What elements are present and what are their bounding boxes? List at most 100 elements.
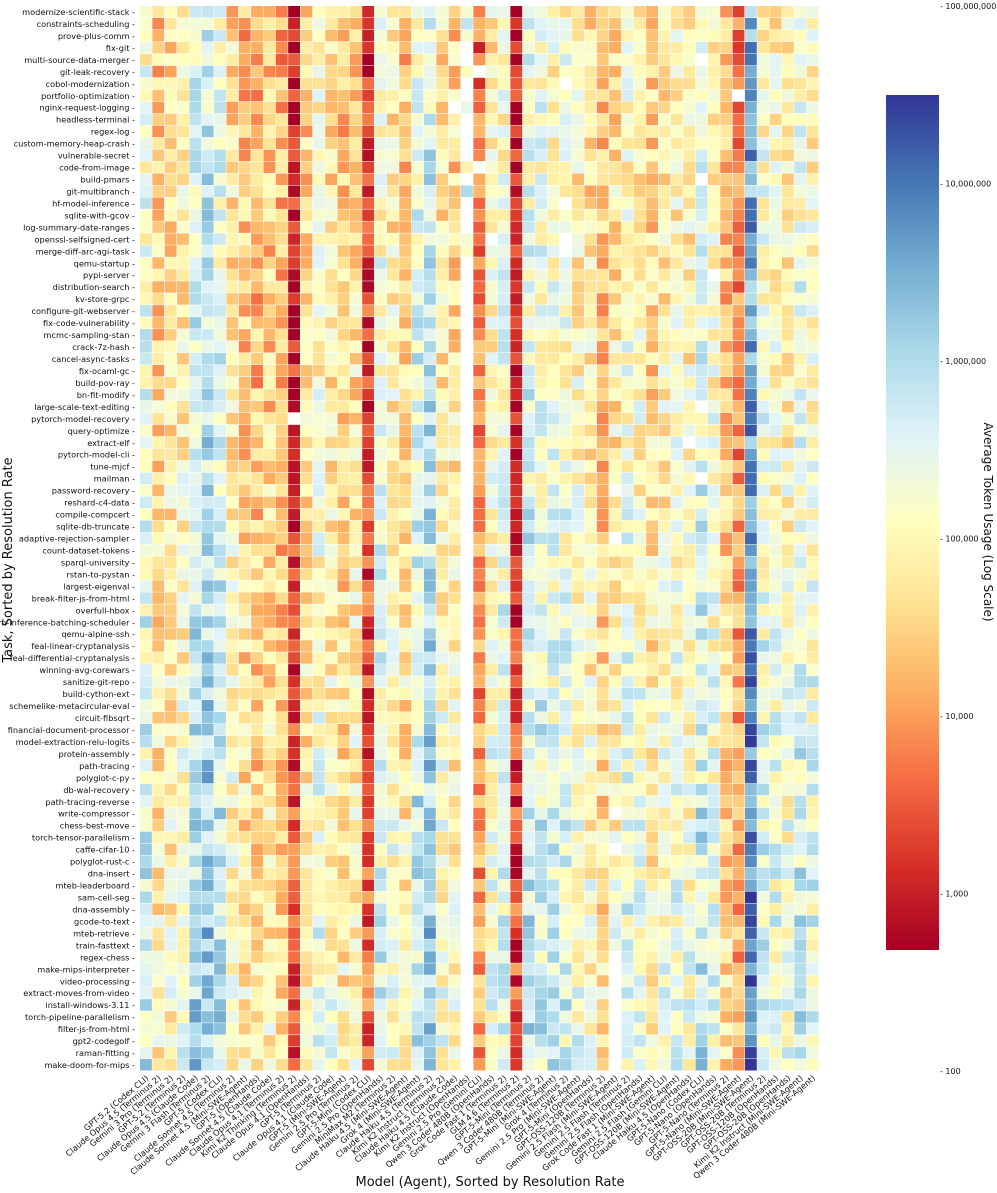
heatmap-cell — [584, 604, 597, 616]
heatmap-cell — [695, 867, 708, 880]
heatmap-cell — [720, 831, 733, 844]
heatmap-cell — [226, 233, 239, 245]
heatmap-cell — [769, 891, 782, 903]
heatmap-cell — [535, 1023, 547, 1035]
heatmap-cell — [386, 197, 399, 209]
heatmap-cell — [275, 448, 288, 461]
heatmap-cell — [559, 951, 572, 963]
heatmap-cell — [152, 568, 165, 580]
heatmap-cell — [584, 460, 597, 473]
heatmap-cell — [300, 448, 313, 461]
heatmap-cell — [460, 233, 473, 245]
heatmap-cell — [411, 448, 424, 461]
heatmap-cell — [201, 197, 214, 209]
heatmap-cell — [164, 664, 177, 676]
heatmap-cell — [201, 604, 214, 616]
heatmap-cell — [448, 879, 461, 892]
heatmap-cell — [275, 281, 288, 293]
heatmap-cell — [411, 532, 424, 544]
heatmap-cell — [263, 891, 276, 903]
heatmap-cell — [251, 783, 263, 796]
heatmap-cell — [584, 364, 597, 377]
heatmap-cell — [781, 652, 794, 664]
heatmap-cell — [436, 604, 449, 616]
heatmap-cell — [707, 747, 720, 760]
heatmap-cell — [152, 927, 165, 939]
heatmap-cell — [769, 281, 782, 293]
heatmap-cell — [374, 676, 387, 688]
heatmap-cell — [633, 245, 646, 257]
heatmap-cell — [806, 891, 819, 903]
heatmap-cell — [226, 6, 239, 18]
heatmap-cell — [312, 556, 325, 568]
heatmap-cell — [201, 173, 214, 185]
heatmap-cell — [584, 735, 597, 748]
heatmap-cell — [140, 137, 152, 150]
heatmap-cell — [251, 951, 263, 963]
heatmap-cell — [263, 735, 276, 748]
heatmap-cell — [423, 281, 436, 293]
heatmap-cell — [263, 161, 276, 174]
heatmap-cell — [238, 975, 251, 987]
heatmap-cell — [621, 41, 634, 54]
heatmap-cell — [769, 293, 782, 305]
heatmap-cell — [152, 101, 165, 114]
heatmap-cell — [411, 915, 424, 927]
heatmap-cell — [794, 257, 807, 269]
heatmap-cell — [140, 185, 152, 197]
heatmap-cell — [670, 293, 683, 305]
heatmap-cell — [423, 448, 436, 461]
heatmap-cell — [498, 987, 510, 999]
heatmap-cell — [658, 795, 671, 808]
heatmap-cell — [362, 795, 375, 808]
heatmap-cell — [325, 987, 338, 999]
heatmap-cell — [695, 915, 708, 927]
heatmap-cell — [781, 1023, 794, 1035]
heatmap-cell — [584, 1023, 597, 1035]
heatmap-cell — [140, 197, 152, 209]
heatmap-cell — [572, 125, 584, 138]
heatmap-cell — [201, 53, 214, 66]
heatmap-cell — [596, 364, 609, 377]
heatmap-cell — [781, 89, 794, 102]
heatmap-cell — [658, 388, 671, 401]
heatmap-cell — [621, 460, 634, 473]
heatmap-cell — [152, 795, 165, 808]
heatmap-cell — [288, 77, 300, 90]
heatmap-cell — [781, 855, 794, 868]
heatmap-cell — [621, 209, 634, 221]
heatmap-cell — [164, 580, 177, 592]
heatmap-cell — [510, 939, 523, 951]
heatmap-cell — [485, 197, 498, 209]
heatmap-cell — [214, 388, 226, 401]
heatmap-cell — [386, 460, 399, 473]
heatmap-cell — [485, 592, 498, 604]
heatmap-cell — [720, 987, 733, 999]
heatmap-cell — [473, 376, 486, 389]
heatmap-cell — [695, 113, 708, 126]
heatmap-cell — [732, 293, 745, 305]
heatmap-cell — [757, 700, 770, 712]
heatmap-cell — [806, 831, 819, 844]
heatmap-cell — [140, 53, 152, 66]
heatmap-cell — [559, 173, 572, 185]
heatmap-cell — [164, 795, 177, 808]
heatmap-cell — [584, 412, 597, 425]
heatmap-cell — [325, 137, 338, 150]
heatmap-cell — [559, 436, 572, 449]
heatmap-cell — [781, 53, 794, 66]
heatmap-cell — [312, 927, 325, 939]
heatmap-cell — [300, 1035, 313, 1047]
heatmap-cell — [670, 544, 683, 556]
heatmap-cell — [362, 496, 375, 509]
heatmap-cell — [251, 400, 263, 413]
heatmap-cell — [275, 604, 288, 616]
heatmap-cell — [596, 305, 609, 317]
heatmap-cell — [646, 867, 659, 880]
heatmap-cell — [707, 867, 720, 880]
heatmap-cell — [152, 17, 165, 30]
heatmap-cell — [547, 951, 560, 963]
heatmap-cell — [374, 700, 387, 712]
heatmap-cell — [399, 903, 412, 915]
heatmap-cell — [498, 353, 510, 365]
